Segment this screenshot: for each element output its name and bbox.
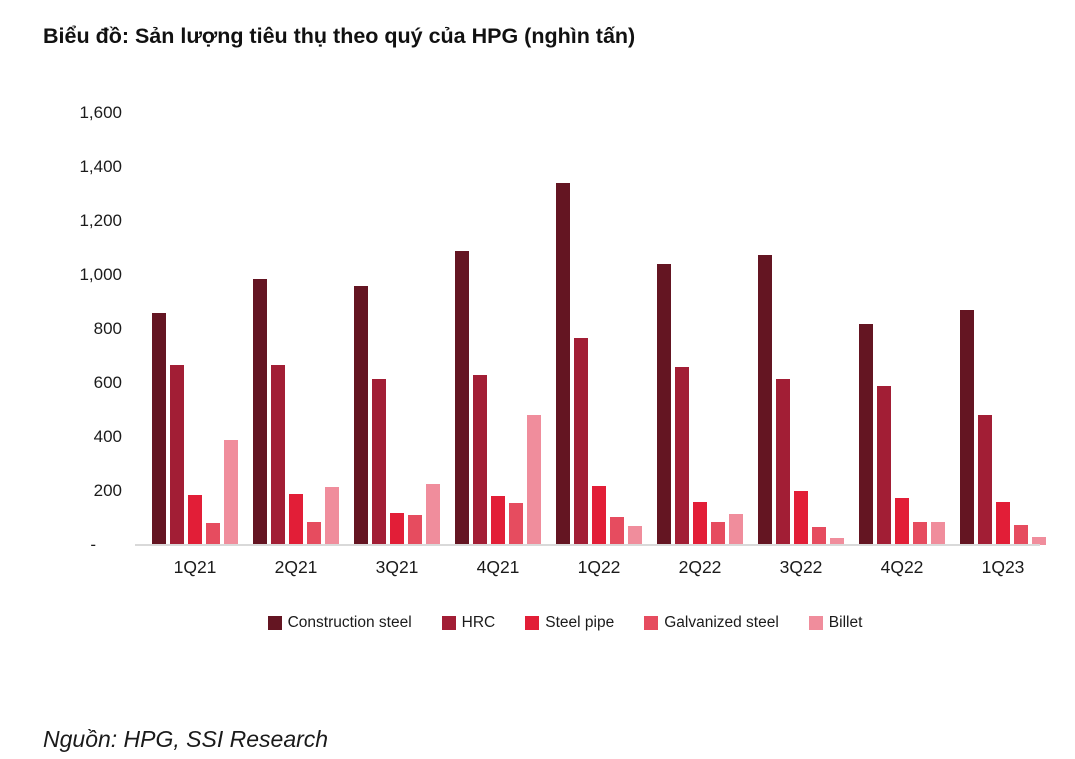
bar-construction-steel-1q22 — [556, 183, 570, 545]
legend-label: Galvanized steel — [664, 614, 779, 631]
bar-galvanized-steel-1q22 — [610, 516, 624, 545]
bar-galvanized-steel-4q21 — [509, 503, 523, 545]
bar-galvanized-steel-1q23 — [1014, 524, 1028, 545]
legend-item-hrc: HRC — [441, 614, 496, 632]
bar-hrc-4q21 — [473, 374, 487, 545]
bar-construction-steel-3q21 — [354, 285, 368, 545]
x-tick-label: 3Q21 — [375, 557, 419, 577]
bar-billet-2q21 — [325, 486, 339, 545]
bar-billet-3q22 — [830, 538, 844, 545]
bar-steel-pipe-3q22 — [794, 491, 808, 545]
y-tick-label: 1,400 — [79, 157, 122, 176]
bar-billet-4q21 — [527, 415, 541, 545]
bar-galvanized-steel-1q21 — [206, 523, 220, 545]
bar-galvanized-steel-2q21 — [307, 522, 321, 545]
legend-swatch-icon — [644, 616, 659, 630]
bar-steel-pipe-1q21 — [188, 495, 202, 545]
x-tick-label: 4Q21 — [476, 557, 520, 577]
bar-hrc-1q23 — [978, 415, 992, 545]
bar-steel-pipe-1q22 — [592, 485, 606, 545]
legend-item-construction-steel: Construction steel — [267, 614, 412, 632]
y-tick-label: 1,600 — [79, 103, 122, 122]
bar-steel-pipe-2q22 — [693, 501, 707, 545]
bar-construction-steel-1q23 — [960, 310, 974, 545]
bar-galvanized-steel-3q22 — [812, 527, 826, 545]
bar-billet-4q22 — [931, 522, 945, 545]
y-tick-label: - — [90, 535, 96, 554]
legend-swatch-icon — [441, 616, 456, 630]
bar-hrc-2q21 — [271, 365, 285, 545]
legend-swatch-icon — [525, 616, 540, 630]
bar-construction-steel-3q22 — [758, 254, 772, 545]
bar-construction-steel-4q21 — [455, 250, 469, 545]
y-tick-label: 800 — [93, 319, 122, 338]
y-tick-label: 200 — [93, 481, 122, 500]
x-tick-label: 2Q22 — [678, 557, 722, 577]
legend-label: Billet — [828, 614, 863, 631]
bar-steel-pipe-2q21 — [289, 493, 303, 545]
legend-swatch-icon — [808, 616, 823, 630]
y-tick-label: 1,000 — [79, 265, 122, 284]
legend-item-galvanized-steel: Galvanized steel — [644, 614, 779, 632]
bar-steel-pipe-3q21 — [390, 512, 404, 545]
bar-hrc-3q22 — [776, 378, 790, 545]
bar-galvanized-steel-2q22 — [711, 522, 725, 545]
bar-hrc-1q22 — [574, 338, 588, 545]
legend-label: Steel pipe — [545, 614, 615, 631]
x-tick-label: 4Q22 — [880, 557, 924, 577]
x-tick-label: 1Q21 — [173, 557, 217, 577]
bar-billet-1q22 — [628, 526, 642, 545]
bar-billet-3q21 — [426, 484, 440, 545]
bar-hrc-3q21 — [372, 378, 386, 545]
bar-construction-steel-2q22 — [657, 264, 671, 545]
bar-billet-1q21 — [224, 439, 238, 545]
x-tick-label: 2Q21 — [274, 557, 318, 577]
x-tick-label: 1Q22 — [577, 557, 621, 577]
bar-construction-steel-4q22 — [859, 323, 873, 545]
bar-construction-steel-1q21 — [152, 312, 166, 545]
legend-label: Construction steel — [287, 614, 412, 631]
legend-swatch-icon — [267, 616, 282, 630]
x-axis-line — [135, 544, 1040, 546]
y-tick-label: 1,200 — [79, 211, 122, 230]
bar-galvanized-steel-4q22 — [913, 522, 927, 545]
legend-item-billet: Billet — [808, 614, 863, 632]
chart-title: Biểu đồ: Sản lượng tiêu thụ theo quý của… — [43, 24, 636, 49]
x-tick-label: 3Q22 — [779, 557, 823, 577]
y-tick-label: 600 — [93, 373, 122, 392]
bar-billet-1q23 — [1032, 536, 1046, 545]
legend-item-steel-pipe: Steel pipe — [525, 614, 614, 632]
y-tick-label: 400 — [93, 427, 122, 446]
bar-hrc-2q22 — [675, 366, 689, 545]
bar-hrc-1q21 — [170, 365, 184, 545]
x-tick-label: 1Q23 — [981, 557, 1025, 577]
bar-steel-pipe-4q21 — [491, 496, 505, 545]
bar-galvanized-steel-3q21 — [408, 515, 422, 545]
bar-chart: Biểu đồ: Sản lượng tiêu thụ theo quý của… — [43, 24, 1075, 632]
legend: Construction steel HRC Steel pipe Galvanize… — [55, 614, 1075, 632]
bar-construction-steel-2q21 — [253, 279, 267, 545]
bar-hrc-4q22 — [877, 385, 891, 545]
source-note: Nguồn: HPG, SSI Research — [43, 726, 329, 752]
bar-steel-pipe-4q22 — [895, 497, 909, 545]
bar-billet-2q22 — [729, 513, 743, 545]
legend-label: HRC — [461, 614, 496, 631]
bar-steel-pipe-1q23 — [996, 501, 1010, 545]
